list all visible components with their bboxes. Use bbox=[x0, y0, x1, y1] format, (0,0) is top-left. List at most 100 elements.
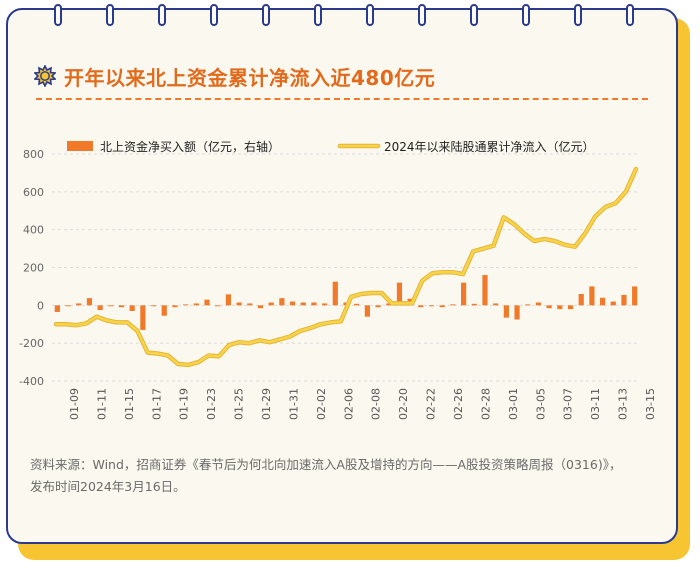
bar bbox=[535, 302, 542, 306]
bar bbox=[578, 293, 584, 306]
bar bbox=[118, 305, 125, 308]
bar bbox=[589, 286, 595, 306]
x-tick-label: 01-09 bbox=[68, 388, 81, 420]
bar bbox=[129, 305, 135, 312]
bar bbox=[428, 305, 435, 307]
bar bbox=[225, 294, 231, 306]
bar bbox=[257, 305, 264, 309]
bar bbox=[354, 303, 360, 306]
bar bbox=[386, 303, 392, 306]
x-tick-label: 02-02 bbox=[315, 388, 328, 420]
bar bbox=[183, 304, 189, 306]
bar bbox=[215, 305, 221, 307]
x-tick-label: 02-26 bbox=[452, 388, 465, 420]
y-tick-label: -200 bbox=[19, 337, 44, 350]
binder-ring bbox=[210, 4, 218, 26]
bar bbox=[65, 305, 71, 307]
bar bbox=[632, 286, 638, 306]
x-tick-label: 02-22 bbox=[425, 388, 438, 420]
bar bbox=[557, 305, 563, 310]
y-tick-label: 200 bbox=[23, 262, 44, 275]
y-tick-label: -400 bbox=[19, 375, 44, 388]
bar bbox=[161, 305, 167, 316]
binder-ring bbox=[314, 4, 322, 26]
x-tick-label: 02-06 bbox=[342, 388, 355, 420]
x-tick-label: 01-17 bbox=[150, 388, 163, 420]
bar bbox=[450, 304, 456, 306]
x-tick-label: 03-15 bbox=[644, 388, 657, 420]
bar bbox=[76, 303, 82, 306]
legend: 北上资金净买入额（亿元，右轴） 2024年以来陆股通累计净流入（亿元） bbox=[67, 139, 595, 154]
source-line-2: 发布时间2024年3月16日。 bbox=[30, 479, 186, 494]
bar bbox=[375, 305, 381, 308]
bar bbox=[108, 305, 114, 307]
binder-ring bbox=[470, 4, 478, 26]
y-axis: 800 600 400 200 0 -200 -400 bbox=[19, 148, 44, 388]
bar bbox=[546, 305, 552, 309]
binder-ring bbox=[574, 4, 582, 26]
page-title: 开年以来北上资金累计净流入近480亿元 bbox=[64, 65, 436, 90]
y-tick-label: 400 bbox=[23, 224, 44, 237]
x-tick-label: 01-25 bbox=[233, 388, 246, 420]
x-tick-label: 03-13 bbox=[617, 388, 630, 420]
bar bbox=[204, 299, 210, 306]
binder-ring bbox=[522, 4, 530, 26]
bar bbox=[418, 305, 424, 308]
bar bbox=[268, 302, 274, 306]
sun-icon bbox=[34, 65, 56, 87]
bar bbox=[97, 305, 103, 311]
bar bbox=[289, 301, 296, 306]
x-axis: 01-09 01-11 01-15 01-17 01-19 01-23 01-25 01-29… bbox=[68, 388, 657, 420]
bar bbox=[172, 305, 178, 308]
x-tick-label: 03-07 bbox=[562, 388, 575, 420]
x-tick-label: 01-15 bbox=[123, 388, 136, 420]
x-tick-label: 03-01 bbox=[507, 388, 520, 420]
card bbox=[6, 4, 678, 544]
bar bbox=[482, 275, 488, 306]
x-tick-label: 03-05 bbox=[534, 388, 547, 420]
bar bbox=[599, 297, 606, 306]
bar bbox=[150, 305, 157, 307]
bar bbox=[236, 302, 242, 306]
legend-line-label: 2024年以来陆股通累计净流入（亿元） bbox=[384, 139, 595, 154]
bar bbox=[193, 303, 199, 306]
source-line-1: 资料来源：Wind，招商证券《春节后为何北向加速流入A股及增持的方向——A股投资… bbox=[30, 457, 622, 472]
bar bbox=[396, 282, 403, 306]
y-tick-label: 800 bbox=[23, 148, 44, 161]
series-line bbox=[54, 167, 638, 367]
bar bbox=[439, 305, 445, 308]
binder-ring bbox=[366, 4, 374, 26]
x-tick-label: 01-29 bbox=[260, 388, 273, 420]
bar bbox=[332, 281, 338, 306]
binder-ring bbox=[262, 4, 270, 26]
binder-ring bbox=[158, 4, 166, 26]
bar bbox=[300, 302, 306, 306]
title-divider bbox=[36, 98, 648, 100]
binder-ring bbox=[106, 4, 114, 26]
bar bbox=[247, 303, 253, 306]
bar bbox=[514, 305, 520, 320]
bar bbox=[503, 305, 509, 318]
bar bbox=[54, 305, 60, 312]
bar bbox=[610, 301, 616, 306]
line-series bbox=[53, 166, 639, 368]
x-tick-label: 03-11 bbox=[589, 388, 602, 420]
legend-bar-swatch bbox=[67, 141, 93, 151]
bar bbox=[364, 305, 370, 317]
x-tick-label: 02-08 bbox=[370, 388, 383, 420]
bar bbox=[140, 305, 146, 330]
chart-grid bbox=[52, 153, 640, 382]
bar bbox=[311, 302, 317, 306]
bar bbox=[493, 303, 499, 306]
bar bbox=[471, 303, 477, 306]
bar bbox=[86, 298, 93, 306]
x-tick-label: 02-28 bbox=[479, 388, 492, 420]
bar bbox=[567, 305, 574, 310]
bar bbox=[621, 294, 627, 306]
y-tick-label: 600 bbox=[23, 186, 44, 199]
bar bbox=[322, 303, 328, 306]
y-tick-label: 0 bbox=[37, 299, 44, 312]
binder-ring bbox=[54, 4, 62, 26]
x-tick-label: 02-20 bbox=[397, 388, 410, 420]
x-tick-label: 01-11 bbox=[95, 388, 108, 420]
